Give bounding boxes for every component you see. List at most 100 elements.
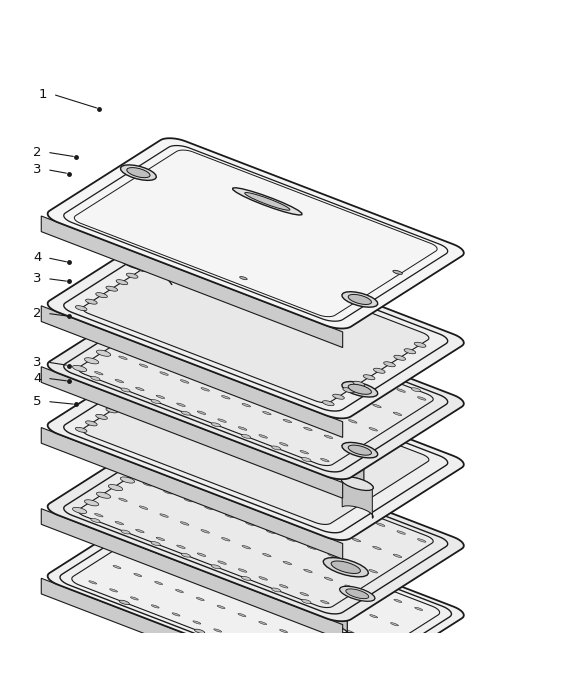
Polygon shape [106,408,117,413]
Polygon shape [307,546,316,550]
Polygon shape [83,244,429,403]
Polygon shape [76,306,87,311]
Polygon shape [342,442,378,458]
Polygon shape [181,553,191,557]
Polygon shape [177,403,185,407]
Polygon shape [315,357,323,361]
Polygon shape [41,508,343,640]
Polygon shape [287,396,295,399]
Polygon shape [321,646,329,649]
Polygon shape [311,523,320,526]
Polygon shape [390,622,399,626]
Polygon shape [201,530,209,533]
Polygon shape [119,600,130,605]
Polygon shape [270,365,278,368]
Polygon shape [151,541,160,545]
Polygon shape [342,653,350,657]
Polygon shape [274,484,282,487]
Polygon shape [328,598,336,602]
Polygon shape [321,353,330,357]
Polygon shape [376,381,385,385]
Polygon shape [224,559,232,562]
Polygon shape [120,477,135,483]
Polygon shape [162,534,169,538]
Polygon shape [188,475,196,479]
Polygon shape [300,638,309,641]
Polygon shape [137,267,148,271]
Polygon shape [167,247,179,252]
Polygon shape [225,372,234,376]
Polygon shape [279,442,288,446]
Polygon shape [349,420,357,423]
Polygon shape [135,387,144,391]
Polygon shape [356,515,364,519]
Polygon shape [214,629,221,632]
Polygon shape [209,483,217,486]
Polygon shape [120,165,156,181]
Polygon shape [343,387,354,393]
Polygon shape [332,530,340,534]
Polygon shape [91,519,100,522]
Polygon shape [325,622,332,625]
Polygon shape [339,633,375,648]
Polygon shape [108,343,123,349]
Polygon shape [143,482,152,486]
Polygon shape [246,522,254,526]
Polygon shape [157,254,168,259]
Polygon shape [249,499,258,502]
Polygon shape [76,427,87,432]
Polygon shape [276,653,284,656]
Polygon shape [119,498,127,502]
Polygon shape [269,551,277,554]
Polygon shape [207,527,214,530]
Polygon shape [418,539,426,542]
Polygon shape [290,559,297,563]
Polygon shape [218,561,226,564]
Polygon shape [73,508,87,513]
Polygon shape [328,554,336,557]
Polygon shape [341,477,374,491]
Polygon shape [196,598,204,600]
Polygon shape [259,576,267,580]
Polygon shape [373,546,381,550]
Polygon shape [218,419,226,423]
Polygon shape [143,341,152,344]
Polygon shape [331,561,360,574]
Polygon shape [155,581,163,585]
Polygon shape [198,553,206,556]
Polygon shape [263,553,271,557]
Polygon shape [160,372,168,375]
Polygon shape [48,431,464,621]
Polygon shape [266,574,274,578]
Polygon shape [308,592,349,638]
Polygon shape [200,574,207,577]
Polygon shape [41,306,343,438]
Polygon shape [231,318,240,322]
Polygon shape [381,376,390,380]
Polygon shape [353,381,365,386]
Polygon shape [242,545,250,549]
Polygon shape [212,317,220,321]
Polygon shape [122,297,156,330]
Polygon shape [307,558,317,562]
Polygon shape [120,335,135,341]
Polygon shape [167,325,175,328]
Polygon shape [259,435,267,438]
Polygon shape [348,445,371,455]
Polygon shape [315,499,323,503]
Text: 3: 3 [33,272,41,285]
Polygon shape [131,597,138,600]
Polygon shape [393,270,403,274]
Polygon shape [156,537,164,541]
Polygon shape [311,567,318,570]
Polygon shape [83,365,429,524]
Polygon shape [221,582,228,585]
Polygon shape [84,499,99,506]
Polygon shape [91,376,100,381]
Polygon shape [363,374,375,380]
Polygon shape [348,295,371,304]
Polygon shape [393,554,401,558]
Polygon shape [270,507,278,510]
Polygon shape [182,543,190,545]
Polygon shape [397,389,406,392]
